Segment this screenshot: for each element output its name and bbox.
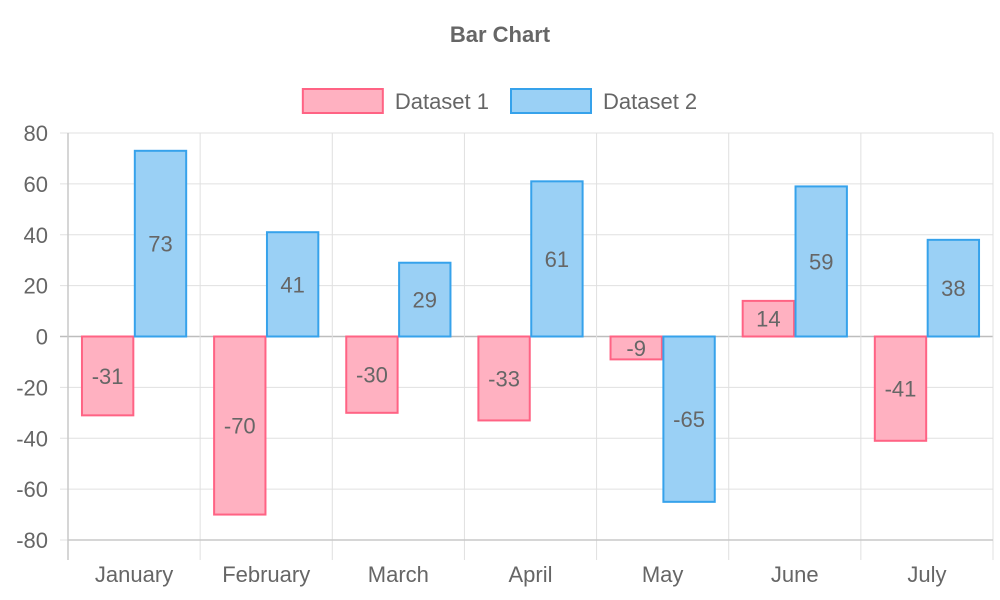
legend-label: Dataset 1 xyxy=(395,89,489,114)
bar-1[interactable] xyxy=(477,335,531,422)
bar-value-label: 61 xyxy=(545,247,569,272)
bar-value-label: -9 xyxy=(626,336,646,361)
bar-value-label: 29 xyxy=(413,288,437,313)
x-tick-label: March xyxy=(368,562,429,587)
legend-label: Dataset 2 xyxy=(603,89,697,114)
bar-2[interactable] xyxy=(794,185,848,338)
chart-data-labels: -31 -70 -30 -33 -9 14 -41 73 41 29 61 -65 59 38 xyxy=(92,232,966,439)
bar-value-label: -33 xyxy=(488,366,520,391)
bar-2[interactable] xyxy=(398,261,452,338)
y-tick-label: 20 xyxy=(24,274,48,299)
y-axis-tick-labels: 80 60 40 20 0 -20 -40 -60 -80 xyxy=(16,121,48,553)
bar-value-label: -70 xyxy=(224,414,256,439)
x-tick-label: April xyxy=(508,562,552,587)
x-tick-label: January xyxy=(95,562,173,587)
chart-title: Bar Chart xyxy=(450,22,551,47)
y-tick-label: 0 xyxy=(36,325,48,350)
bar-2[interactable] xyxy=(662,335,716,503)
bar-1[interactable] xyxy=(741,299,796,338)
y-tick-label: 60 xyxy=(24,172,48,197)
y-tick-label: -20 xyxy=(16,375,48,400)
legend-swatch-2[interactable] xyxy=(510,88,592,114)
bar-value-label: 14 xyxy=(756,307,780,332)
chart-axes xyxy=(67,133,993,560)
chart-bars xyxy=(80,149,981,516)
bar-value-label: 38 xyxy=(941,276,965,301)
bar-1[interactable] xyxy=(345,335,399,414)
bar-2[interactable] xyxy=(926,238,981,338)
y-tick-label: 40 xyxy=(24,223,48,248)
x-tick-label: February xyxy=(222,562,310,587)
bar-1[interactable] xyxy=(213,335,267,516)
y-tick-label: -80 xyxy=(16,528,48,553)
x-tick-label: May xyxy=(642,562,684,587)
bar-2[interactable] xyxy=(530,180,584,338)
y-tick-label: 80 xyxy=(24,121,48,146)
bar-2[interactable] xyxy=(265,231,320,338)
bar-value-label: -41 xyxy=(885,377,917,402)
bar-value-label: -31 xyxy=(92,364,124,389)
bar-1[interactable] xyxy=(873,335,928,442)
bar-value-label: -30 xyxy=(356,363,388,388)
y-tick-label: -40 xyxy=(16,426,48,451)
bar-2[interactable] xyxy=(133,149,188,338)
y-tick-label: -60 xyxy=(16,477,48,502)
bar-value-label: 41 xyxy=(280,272,304,297)
chart-legend: Dataset 1 Dataset 2 xyxy=(301,88,697,114)
bar-1[interactable] xyxy=(609,335,663,361)
x-tick-label: June xyxy=(771,562,819,587)
bar-1[interactable] xyxy=(80,335,135,417)
x-tick-label: July xyxy=(907,562,946,587)
bar-value-label: 73 xyxy=(148,232,172,257)
bar-value-label: 59 xyxy=(809,249,833,274)
x-axis-tick-labels: January February March April May June July xyxy=(95,562,947,587)
bar-value-label: -65 xyxy=(673,407,705,432)
legend-swatch-1[interactable] xyxy=(301,88,384,114)
